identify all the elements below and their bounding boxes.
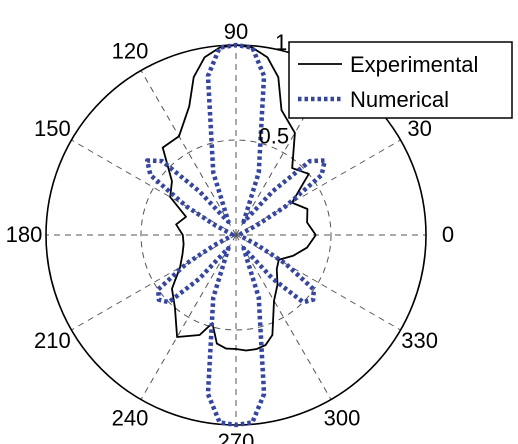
legend-label-numerical: Numerical (350, 87, 449, 112)
legend-box (288, 41, 513, 119)
series-layer (144, 42, 328, 428)
radial-tick-0.5: 0.5 (259, 123, 290, 148)
angle-tick-90: 90 (224, 19, 248, 44)
angle-tick-210: 210 (34, 328, 71, 353)
legend: Experimental Numerical (288, 41, 513, 119)
angle-tick-270: 270 (218, 429, 255, 444)
angle-tick-30: 30 (407, 116, 431, 141)
angle-tick-240: 240 (112, 406, 149, 431)
series-numerical (144, 42, 328, 428)
spoke-330 (235, 234, 401, 331)
spoke-210 (71, 234, 237, 331)
radial-tick-1: 1 (275, 30, 287, 55)
tick-labels: 0 30 90 120 150 180 210 240 270 300 330 0.5 1 (6, 19, 454, 444)
angle-tick-180: 180 (6, 222, 43, 247)
angle-tick-120: 120 (112, 38, 149, 63)
legend-label-experimental: Experimental (350, 52, 478, 77)
spoke-30 (235, 139, 401, 236)
spoke-150 (71, 139, 237, 236)
angle-tick-150: 150 (34, 116, 71, 141)
angle-tick-0: 0 (442, 222, 454, 247)
ring-0.5 (140, 139, 332, 331)
spoke-120 (140, 70, 237, 236)
angle-tick-330: 330 (401, 328, 438, 353)
spoke-300 (235, 234, 332, 400)
angle-tick-300: 300 (324, 406, 361, 431)
series-experimental (161, 44, 317, 352)
spoke-240 (140, 234, 237, 400)
